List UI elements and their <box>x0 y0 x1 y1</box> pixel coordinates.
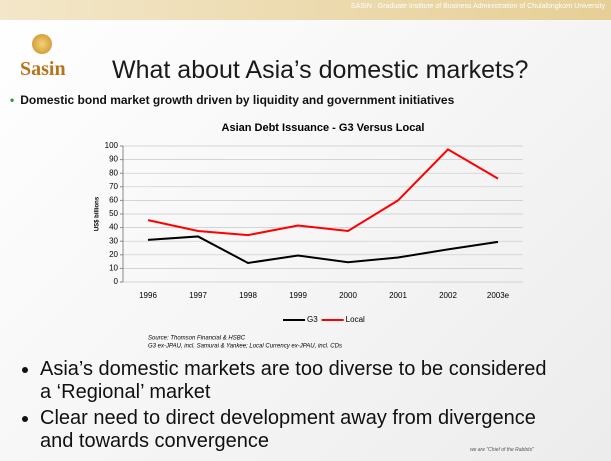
legend-label: G3 <box>307 315 318 324</box>
y-tick-label: 0 <box>114 277 119 286</box>
subtitle-bullet: Domestic bond market growth driven by li… <box>10 93 454 107</box>
footer-tag: we are "Chief of the Rabbits" <box>470 447 534 453</box>
y-tick-label: 80 <box>109 168 118 177</box>
x-tick-label: 1999 <box>289 291 307 300</box>
x-tick-label: 2002 <box>439 291 457 300</box>
logo-emblem <box>32 34 52 54</box>
y-tick-label: 70 <box>109 182 118 191</box>
banner: SASIN : Graduate Institute of Business A… <box>0 0 611 20</box>
x-tick-label: 2001 <box>389 291 407 300</box>
y-tick-label: 50 <box>109 209 118 218</box>
bullet: Clear need to direct development away fr… <box>40 407 560 453</box>
x-tick-label: 2003e <box>487 291 510 300</box>
bullet-list: Asia’s domestic markets are too diverse … <box>22 358 560 456</box>
y-tick-label: 10 <box>109 264 118 273</box>
y-tick-label: 90 <box>109 155 118 164</box>
bullet: Asia’s domestic markets are too diverse … <box>40 358 560 404</box>
slide-title: What about Asia’s domestic markets? <box>112 56 529 84</box>
y-tick-label: 100 <box>105 141 119 150</box>
source-note: G3 ex-JPAU, incl. Samurai & Yankee; Loca… <box>148 344 342 350</box>
source-note: Source: Thomson Financial & HSBC <box>148 336 246 342</box>
chart: Asian Debt Issuance - G3 Versus Local US… <box>95 122 523 350</box>
line-series <box>147 148 499 237</box>
chart-title: Asian Debt Issuance - G3 Versus Local <box>222 122 425 134</box>
y-tick-label: 60 <box>109 196 118 205</box>
logo: Sasin <box>20 58 66 80</box>
x-tick-label: 1996 <box>139 291 157 300</box>
x-tick-label: 1997 <box>189 291 207 300</box>
y-tick-label: 20 <box>109 250 118 259</box>
x-tick-label: 1998 <box>239 291 257 300</box>
x-tick-label: 2000 <box>339 291 357 300</box>
line-series <box>147 235 499 264</box>
y-tick-label: 40 <box>109 223 118 232</box>
y-axis-label: US$ billions <box>95 196 101 231</box>
y-tick-label: 30 <box>109 236 118 245</box>
legend-label: Local <box>346 315 365 324</box>
